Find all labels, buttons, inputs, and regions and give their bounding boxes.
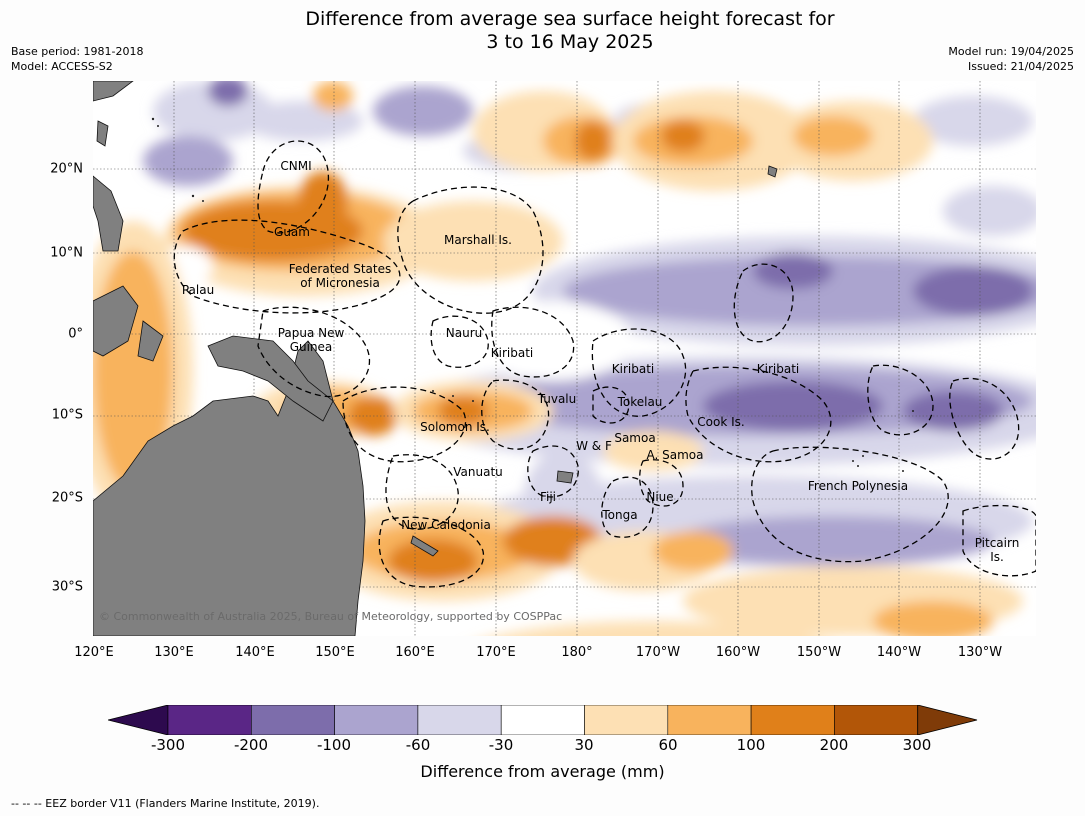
lon-tick-120e: 120°E — [74, 645, 114, 660]
model-run: Model run: 19/04/2025 — [948, 45, 1074, 58]
lat-tick-10s: 10°S — [51, 407, 83, 423]
label-micronesia-line2: of Micronesia — [300, 276, 380, 290]
colorbar-bin-2 — [251, 705, 335, 735]
base-period: Base period: 1981-2018 — [11, 45, 144, 58]
label-pitcairn-line2: Is. — [990, 550, 1004, 564]
label-marshall-islands: Marshall Is. — [444, 233, 512, 247]
map-canvas — [93, 81, 1036, 636]
colorbar-tick-6: 30 — [574, 736, 594, 754]
label-french-polynesia: French Polynesia — [807, 479, 909, 493]
fiji — [556, 470, 574, 484]
colorbar-extend-low — [108, 705, 169, 735]
label-kiribati-central: Kiribati — [611, 362, 655, 376]
japan — [93, 81, 134, 102]
colorbar-bin-3 — [334, 705, 419, 735]
sea-level-map — [93, 81, 1036, 636]
colorbar-bin-6 — [584, 705, 669, 735]
land-masses — [93, 81, 778, 636]
meta-left: Base period: 1981-2018 Model: ACCESS-S2 — [11, 44, 143, 74]
land-fine-islands — [151, 117, 914, 472]
label-kiribati-west: Kiribati — [490, 346, 534, 360]
borneo — [93, 285, 139, 357]
lon-tick-150w: 150°W — [796, 645, 842, 660]
eez-footnote: -- -- -- EEZ border V11 (Flanders Marine… — [11, 797, 320, 810]
label-tonga: Tonga — [602, 508, 638, 522]
label-micronesia: Federated States of Micronesia — [289, 262, 391, 290]
lat-tick-10n: 10°N — [50, 245, 83, 261]
lon-tick-170w: 170°W — [635, 645, 681, 660]
colorbar-bin-9 — [834, 705, 919, 735]
new-guinea — [207, 335, 334, 422]
label-cook-islands: Cook Is. — [697, 415, 745, 429]
colorbar-bin-5 — [500, 705, 585, 735]
lon-tick-140w: 140°W — [876, 645, 922, 660]
lon-tick-160w: 160°W — [715, 645, 761, 660]
label-wallis-futuna: W & F — [576, 439, 612, 453]
label-fiji: Fiji — [539, 490, 557, 504]
label-pitcairn: Pitcairn Is. — [975, 536, 1020, 564]
label-pitcairn-line1: Pitcairn — [974, 536, 1020, 550]
label-palau: Palau — [181, 283, 215, 297]
meta-right: Model run: 19/04/2025 Issued: 21/04/2025 — [948, 44, 1074, 74]
eez-borders — [173, 140, 1036, 588]
colorbar-bin-1 — [167, 705, 252, 735]
map-title: Difference from average sea surface heig… — [0, 8, 1085, 54]
label-cnmi: CNMI — [280, 159, 312, 173]
label-new-caledonia: New Caledonia — [401, 518, 491, 532]
colorbar-tick-2: -200 — [233, 736, 269, 754]
issued-date: Issued: 21/04/2025 — [967, 60, 1074, 73]
label-png-line1: Papua New — [277, 326, 345, 340]
label-solomon-islands: Solomon Is. — [420, 420, 490, 434]
colorbar-tick-9: 200 — [819, 736, 849, 754]
lon-tick-130e: 130°E — [154, 645, 194, 660]
colorbar-bin-7 — [667, 705, 752, 735]
colorbar-bin-4 — [417, 705, 502, 735]
lon-tick-180: 180° — [561, 645, 593, 660]
colorbar-tick-5: -30 — [488, 736, 514, 754]
colorbar-tick-8: 100 — [736, 736, 766, 754]
copyright-notice: © Commonwealth of Australia 2025, Bureau… — [99, 610, 563, 623]
colorbar-extend-high — [917, 705, 978, 735]
australia — [93, 340, 366, 636]
lon-tick-160e: 160°E — [395, 645, 435, 660]
label-guam: Guam — [274, 225, 310, 239]
label-kiribati-east: Kiribati — [756, 362, 800, 376]
colorbar-tick-1: -300 — [150, 736, 186, 754]
lat-tick-0: 0° — [68, 326, 83, 342]
label-vanuatu: Vanuatu — [453, 465, 503, 479]
colorbar-bin-8 — [750, 705, 835, 735]
model-name: Model: ACCESS-S2 — [11, 60, 113, 73]
colorbar-tick-10: 300 — [902, 736, 932, 754]
colorbar-tick-4: -60 — [405, 736, 431, 754]
lon-tick-150e: 150°E — [315, 645, 355, 660]
taiwan — [96, 120, 109, 147]
label-nauru: Nauru — [445, 326, 483, 340]
colorbar-tick-3: -100 — [316, 736, 352, 754]
lat-tick-20n: 20°N — [50, 161, 83, 177]
label-png-line2: Guinea — [289, 340, 333, 354]
new-caledonia — [410, 535, 439, 557]
label-tuvalu: Tuvalu — [537, 392, 577, 406]
colorbar — [108, 705, 978, 735]
label-papua-new-guinea: Papua New Guinea — [278, 326, 345, 354]
lat-tick-20s: 20°S — [51, 490, 83, 506]
lon-tick-140e: 140°E — [235, 645, 275, 660]
colorbar-tick-7: 60 — [658, 736, 678, 754]
title-line-2: 3 to 16 May 2025 — [486, 31, 654, 53]
title-line-1: Difference from average sea surface heig… — [305, 8, 835, 30]
sulawesi — [137, 320, 164, 362]
colorbar-label: Difference from average (mm) — [420, 762, 665, 781]
label-samoa: Samoa — [614, 431, 656, 445]
label-niue: Niue — [646, 490, 674, 504]
label-tokelau: Tokelau — [617, 395, 663, 409]
hawaii-island — [767, 165, 778, 178]
lon-tick-130w: 130°W — [957, 645, 1003, 660]
label-micronesia-line1: Federated States — [288, 262, 392, 276]
philippines — [93, 175, 124, 252]
lat-tick-30s: 30°S — [51, 579, 83, 595]
label-american-samoa: A. Samoa — [646, 448, 704, 462]
lon-tick-170e: 170°E — [476, 645, 516, 660]
